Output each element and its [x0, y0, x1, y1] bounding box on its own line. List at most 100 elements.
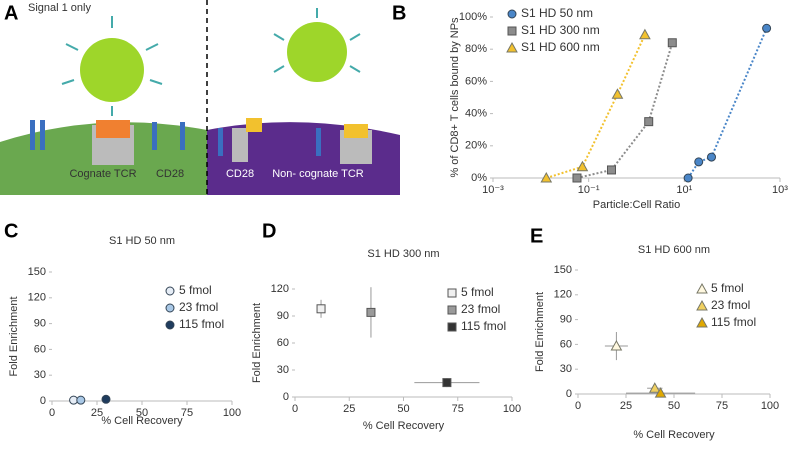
legend-marker: [447, 305, 457, 315]
legend-marker: [696, 316, 708, 328]
legend-marker: [507, 26, 517, 36]
x-tick-label: 10³: [772, 184, 788, 196]
y-axis-label: Fold Enrichment: [8, 296, 20, 376]
legend-label: 23 fmol: [461, 302, 500, 316]
y-tick-label: 40%: [465, 108, 487, 120]
x-tick-label: 25: [91, 407, 103, 419]
legend-marker: [696, 282, 708, 294]
y-tick-label: 120: [271, 283, 289, 295]
x-tick-label: 50: [397, 403, 409, 415]
x-axis-label: % Cell Recovery: [363, 420, 445, 432]
legend-label: 115 fmol: [711, 315, 756, 329]
y-tick-label: 60%: [465, 75, 487, 87]
y-tick-label: 90: [560, 314, 572, 326]
x-tick-label: 75: [181, 407, 193, 419]
y-axis-label: Fold Enrichment: [534, 292, 546, 372]
y-tick-label: 0%: [471, 172, 487, 184]
marker: [707, 152, 717, 162]
y-tick-label: 0: [40, 395, 46, 407]
y-tick-label: 150: [554, 264, 572, 276]
line: [545, 34, 646, 179]
x-tick-label: 25: [620, 400, 632, 412]
marker: [366, 307, 376, 317]
diagram-label: Non- cognate TCR: [272, 168, 364, 180]
x-tick-label: 50: [136, 407, 148, 419]
legend-label: 115 fmol: [461, 319, 506, 333]
x-tick-label: 10⁻³: [482, 184, 504, 196]
x-tick-label: 0: [292, 403, 298, 415]
legend-label: 23 fmol: [711, 298, 750, 312]
marker: [101, 394, 111, 404]
panel-label: C: [4, 220, 18, 242]
x-axis-label: % Cell Recovery: [101, 415, 183, 427]
y-tick-label: 60: [277, 337, 289, 349]
y-tick-label: 90: [34, 318, 46, 330]
diagram-art: [0, 0, 400, 195]
marker: [76, 395, 86, 405]
y-tick-label: 0: [283, 391, 289, 403]
diagram-label: CD28: [156, 168, 184, 180]
x-tick-label: 10⁻¹: [578, 184, 600, 196]
marker: [540, 171, 553, 183]
marker: [442, 378, 452, 388]
panel-label: D: [262, 220, 276, 242]
chart-title: S1 HD 600 nm: [638, 244, 710, 256]
chart-title: S1 HD 50 nm: [109, 235, 175, 247]
line: [576, 42, 674, 179]
marker: [639, 28, 651, 40]
legend-marker: [696, 299, 708, 311]
marker: [572, 173, 582, 183]
marker: [694, 157, 704, 167]
marker: [610, 340, 623, 351]
y-tick-label: 30: [560, 363, 572, 375]
diagram-label: Cognate TCR: [69, 168, 136, 180]
panel-label: A: [4, 2, 18, 24]
x-tick-label: 10¹: [676, 184, 692, 196]
x-tick-label: 100: [761, 400, 779, 412]
marker: [606, 165, 616, 175]
x-axis-label: % Cell Recovery: [633, 429, 715, 441]
legend-marker: [165, 303, 175, 313]
legend-label: S1 HD 50 nm: [521, 6, 593, 20]
y-tick-label: 60: [34, 343, 46, 355]
x-tick-label: 100: [223, 407, 241, 419]
y-axis-label: % of CD8+ T cells bound by NPs: [449, 17, 461, 178]
legend-marker: [506, 41, 518, 53]
y-tick-label: 0: [566, 388, 572, 400]
x-tick-label: 100: [503, 403, 521, 415]
legend-label: 5 fmol: [711, 281, 744, 295]
legend-marker: [165, 320, 175, 330]
marker: [683, 173, 693, 183]
y-tick-label: 90: [277, 310, 289, 322]
diagram-label: CD28: [226, 168, 254, 180]
marker: [576, 160, 589, 172]
legend-label: S1 HD 300 nm: [521, 23, 600, 37]
legend-label: 5 fmol: [179, 283, 212, 297]
x-tick-label: 75: [452, 403, 464, 415]
legend-marker: [165, 286, 175, 296]
y-tick-label: 150: [28, 266, 46, 278]
y-tick-label: 80%: [465, 43, 487, 55]
x-tick-label: 75: [716, 400, 728, 412]
legend-label: S1 HD 600 nm: [521, 40, 600, 54]
y-tick-label: 120: [554, 289, 572, 301]
y-axis-label: Fold Enrichment: [251, 303, 263, 383]
x-tick-label: 25: [343, 403, 355, 415]
marker: [644, 117, 654, 127]
x-tick-label: 0: [575, 400, 581, 412]
legend-marker: [447, 288, 457, 298]
diagram-title: Signal 1 only: [28, 2, 91, 14]
marker: [648, 382, 661, 393]
legend-label: 5 fmol: [461, 285, 494, 299]
chart-title: S1 HD 300 nm: [367, 248, 439, 260]
y-tick-label: 100%: [459, 11, 487, 23]
marker: [762, 23, 772, 33]
marker: [667, 38, 677, 48]
y-tick-label: 30: [277, 364, 289, 376]
panel-label: E: [530, 225, 543, 247]
y-tick-label: 120: [28, 292, 46, 304]
marker: [654, 387, 667, 398]
x-tick-label: 0: [49, 407, 55, 419]
y-tick-label: 20%: [465, 140, 487, 152]
